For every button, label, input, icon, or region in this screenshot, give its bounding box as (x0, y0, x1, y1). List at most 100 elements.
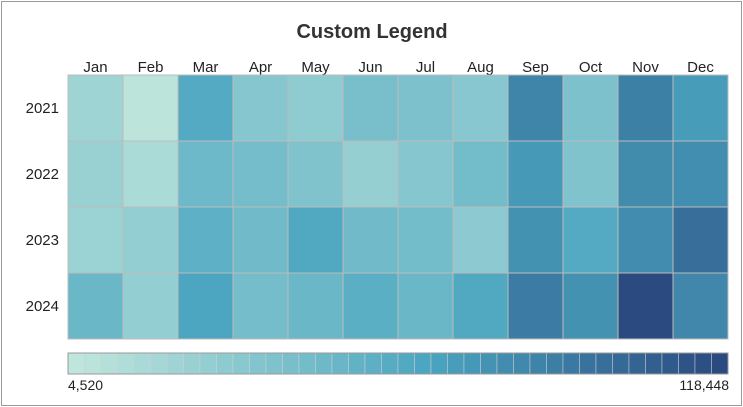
x-tick-label: Apr (249, 59, 272, 76)
legend-swatch (265, 352, 283, 375)
heatmap-cell (67, 206, 124, 274)
legend-swatch (612, 352, 630, 375)
heatmap-cell (177, 272, 234, 340)
heatmap-cell (177, 74, 234, 142)
x-tick-label: Feb (138, 59, 164, 76)
legend-swatch (232, 352, 250, 375)
heatmap-cell (507, 140, 564, 208)
legend-swatch (595, 352, 613, 375)
heatmap-cell (67, 140, 124, 208)
heatmap-cell (177, 206, 234, 274)
heatmap-cell (672, 140, 729, 208)
legend-swatch (282, 352, 300, 375)
heatmap-cell (562, 272, 619, 340)
legend-swatch (661, 352, 679, 375)
heatmap-cell (287, 206, 344, 274)
legend-swatch (397, 352, 415, 375)
x-tick-label: Dec (687, 59, 714, 76)
heatmap-cell (617, 206, 674, 274)
heatmap-cell (452, 272, 509, 340)
legend-swatch (216, 352, 234, 375)
legend-swatch (84, 352, 102, 375)
legend-swatch (529, 352, 547, 375)
heatmap-cell (122, 272, 179, 340)
legend-max-label: 118,448 (679, 377, 729, 393)
legend-swatch (381, 352, 399, 375)
y-tick-label: 2021 (26, 100, 59, 117)
x-tick-label: Aug (467, 59, 494, 76)
heatmap-cell (452, 206, 509, 274)
y-tick-label: 2023 (26, 232, 59, 249)
heatmap-cell (507, 74, 564, 142)
legend-swatch (133, 352, 151, 375)
heatmap-cell (67, 74, 124, 142)
legend-swatch (298, 352, 316, 375)
x-tick-label: Nov (632, 59, 659, 76)
heatmap-cell (452, 74, 509, 142)
heatmap-cell (342, 74, 399, 142)
heatmap-cell (562, 140, 619, 208)
heatmap-cell (232, 272, 289, 340)
legend-swatch (414, 352, 432, 375)
legend-swatch (249, 352, 267, 375)
heatmap-cell (122, 74, 179, 142)
heatmap-cell (342, 206, 399, 274)
legend-min-label: 4,520 (68, 377, 103, 393)
heatmap-cell (617, 140, 674, 208)
legend-swatch (645, 352, 663, 375)
heatmap-cell (177, 140, 234, 208)
y-tick-label: 2022 (26, 166, 59, 183)
heatmap-cell (342, 140, 399, 208)
y-tick-label: 2024 (26, 298, 59, 315)
legend-swatch (430, 352, 448, 375)
legend-swatch (315, 352, 333, 375)
legend-swatch (628, 352, 646, 375)
legend-swatch (199, 352, 217, 375)
heatmap-cell (342, 272, 399, 340)
heatmap-cell (617, 74, 674, 142)
x-tick-label: May (301, 59, 330, 76)
legend-swatch (348, 352, 366, 375)
legend-swatch (579, 352, 597, 375)
heatmap-cell (452, 140, 509, 208)
legend-swatch (496, 352, 514, 375)
heatmap-cell (562, 74, 619, 142)
heatmap-cell (287, 140, 344, 208)
heatmap-cell (672, 74, 729, 142)
x-tick-label: Jul (416, 59, 435, 76)
legend-swatch (166, 352, 184, 375)
chart-title: Custom Legend (296, 21, 447, 43)
x-tick-label: Sep (522, 59, 549, 76)
heatmap-cell (232, 206, 289, 274)
heatmap-cell (122, 140, 179, 208)
heatmap-cell (507, 272, 564, 340)
legend-swatch (183, 352, 201, 375)
heatmap-cell (397, 206, 454, 274)
legend-swatch (117, 352, 135, 375)
heatmap-cells (67, 74, 729, 340)
legend-swatch (150, 352, 168, 375)
heatmap-cell (67, 272, 124, 340)
legend-swatch (447, 352, 465, 375)
heatmap-cell (122, 206, 179, 274)
heatmap-cell (397, 140, 454, 208)
heatmap-cell (397, 272, 454, 340)
heatmap-cell (232, 74, 289, 142)
heatmap-cell (617, 272, 674, 340)
heatmap-cell (507, 206, 564, 274)
x-tick-label: Mar (193, 59, 219, 76)
heatmap-cell (287, 74, 344, 142)
legend-swatch (513, 352, 531, 375)
heatmap-cell (287, 272, 344, 340)
heatmap-cell (672, 206, 729, 274)
legend-border (67, 352, 729, 375)
legend-swatch (562, 352, 580, 375)
legend-swatch (364, 352, 382, 375)
color-legend (67, 352, 729, 375)
heatmap-cell (397, 74, 454, 142)
heatmap-cell (232, 140, 289, 208)
x-tick-label: Jun (358, 59, 382, 76)
legend-swatch (100, 352, 118, 375)
